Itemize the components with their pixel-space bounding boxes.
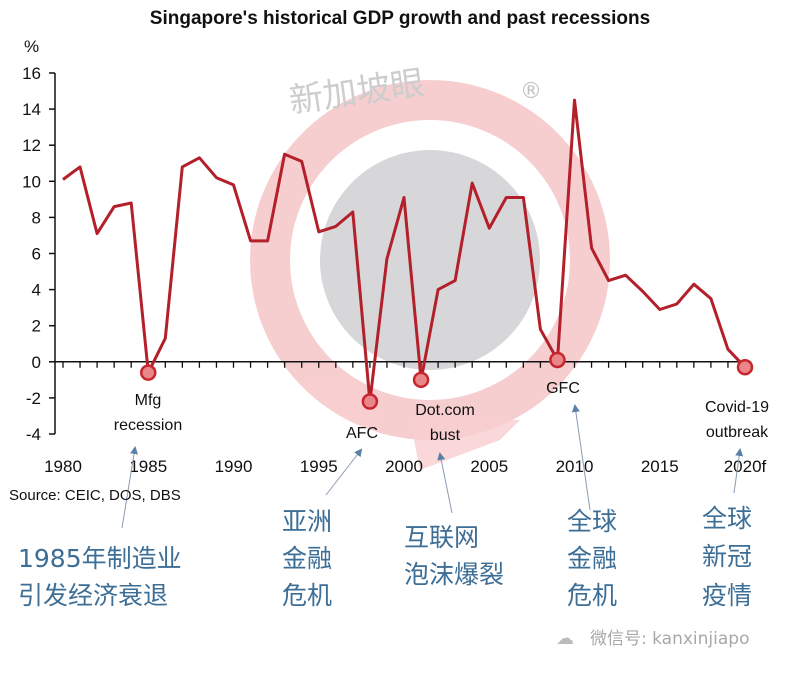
chinese-annotation: 引发经济衰退	[18, 581, 168, 610]
y-tick-label: 10	[22, 172, 41, 191]
chart-title: Singapore's historical GDP growth and pa…	[150, 8, 650, 29]
x-tick-label: 2010	[556, 457, 594, 476]
y-tick-label: 4	[32, 281, 41, 300]
recession-marker	[549, 351, 566, 369]
wechat-id: 微信号: kanxinjiapo	[590, 629, 749, 649]
x-tick-label: 2020f	[724, 457, 767, 476]
y-tick-label: -2	[26, 389, 41, 408]
recession-marker	[412, 371, 430, 389]
annotation-arrow	[325, 448, 363, 496]
recession-marker	[140, 364, 157, 381]
chinese-annotation: 全球	[567, 507, 617, 536]
source-note: Source: CEIC, DOS, DBS	[9, 487, 181, 504]
annotation-arrow	[437, 452, 453, 514]
annotation-arrow	[733, 448, 744, 494]
y-tick-label: -4	[26, 425, 41, 444]
chinese-annotation: 危机	[567, 581, 617, 610]
chinese-annotation: 亚洲	[282, 507, 332, 536]
y-tick-label: 0	[32, 353, 41, 372]
recession-label: Covid-19	[705, 399, 769, 416]
y-tick-label: 8	[32, 208, 41, 227]
y-tick-label: 12	[22, 136, 41, 155]
y-tick-label: 14	[22, 100, 41, 119]
wechat-watermark: ☁ 微信号: kanxinjiapo	[556, 628, 749, 649]
y-tick-label: 2	[32, 317, 41, 336]
recession-label: Dot.com	[415, 402, 475, 419]
x-tick-label: 2005	[470, 457, 508, 476]
y-tick-label: 6	[32, 245, 41, 264]
recession-markers	[140, 351, 754, 410]
chinese-annotation: 1985年制造业	[18, 544, 182, 573]
recession-marker	[736, 358, 754, 376]
annotation-arrow	[571, 404, 591, 511]
y-axis-unit-label: %	[24, 37, 39, 56]
recession-label: recession	[114, 417, 182, 434]
x-tick-label: 1995	[300, 457, 338, 476]
x-tick-label: 1980	[44, 457, 82, 476]
x-tick-label: 2015	[641, 457, 679, 476]
chinese-annotation: 金融	[567, 544, 617, 573]
recession-label: AFC	[346, 425, 378, 442]
recession-marker	[361, 393, 379, 410]
recession-label: bust	[430, 427, 461, 444]
chinese-annotation: 金融	[282, 544, 332, 573]
recession-label: GFC	[546, 380, 580, 397]
x-tick-label: 2000	[385, 457, 423, 476]
recession-label: outbreak	[706, 424, 769, 441]
y-tick-label: 16	[22, 64, 41, 83]
watermark-registered: ®	[520, 79, 542, 104]
recession-label: Mfg	[135, 392, 162, 409]
gdp-growth-line	[62, 98, 747, 403]
x-tick-label: 1985	[129, 457, 167, 476]
annotation-arrow	[121, 446, 138, 529]
chinese-annotation: 全球	[702, 504, 752, 533]
chinese-annotation: 新冠	[702, 542, 752, 571]
chinese-annotation: 互联网	[404, 523, 479, 552]
chinese-annotation: 泡沫爆裂	[404, 560, 504, 589]
chinese-annotation: 疫情	[702, 581, 752, 610]
chinese-annotation: 危机	[282, 581, 332, 610]
x-tick-label: 1990	[215, 457, 253, 476]
watermark-core	[320, 150, 540, 370]
wechat-icon: ☁	[556, 628, 574, 649]
series-layer	[62, 98, 747, 403]
